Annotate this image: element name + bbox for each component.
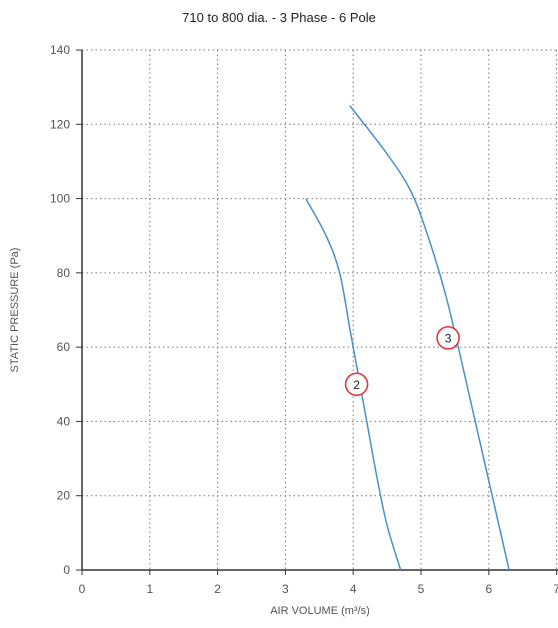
- curve-marker-label-3: 3: [445, 331, 452, 345]
- y-tick-label: 100: [50, 192, 70, 206]
- x-tick-label: 0: [79, 582, 86, 596]
- x-tick-label: 3: [282, 582, 289, 596]
- y-tick-label: 120: [50, 117, 70, 131]
- y-tick-label: 80: [57, 266, 71, 280]
- curve-marker-circle-2: [344, 372, 369, 397]
- x-tick-label: 7: [553, 582, 558, 596]
- x-axis-label: AIR VOLUME (m³/s): [270, 605, 370, 617]
- y-tick-label: 60: [57, 340, 71, 354]
- x-tick-label: 5: [418, 582, 425, 596]
- series: [305, 105, 510, 571]
- series-line-3: [349, 105, 510, 571]
- curve-marker-circle-3: [436, 326, 460, 350]
- y-tick-label: 140: [50, 43, 70, 57]
- y-axis-label: STATIC PRESSURE (Pa): [9, 248, 21, 373]
- y-tick-label: 0: [63, 563, 70, 577]
- axes: [81, 50, 558, 571]
- curve-marker-label-2: 2: [353, 378, 360, 392]
- chart-title: 710 to 800 dia. - 3 Phase - 6 Pole: [182, 10, 376, 25]
- grid: [82, 49, 558, 570]
- x-tick-label: 2: [214, 582, 221, 596]
- y-tick-label: 20: [57, 489, 71, 503]
- x-tick-label: 4: [350, 582, 357, 596]
- x-tick-label: 1: [146, 582, 153, 596]
- curve-markers: 23: [344, 326, 460, 397]
- x-tick-labels: 0 1 2 3 4 5 6 7: [79, 570, 558, 596]
- y-tick-label: 40: [57, 414, 71, 428]
- x-tick-label: 6: [485, 582, 492, 596]
- series-line-2: [305, 198, 402, 571]
- y-tick-labels: 0 20 40 60 80 100 120 140: [50, 43, 82, 577]
